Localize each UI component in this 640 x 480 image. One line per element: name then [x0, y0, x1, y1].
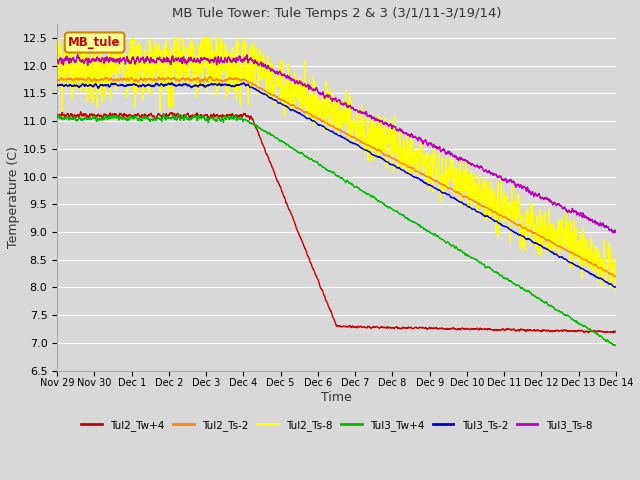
Title: MB Tule Tower: Tule Temps 2 & 3 (3/1/11-3/19/14): MB Tule Tower: Tule Temps 2 & 3 (3/1/11-… — [172, 7, 501, 20]
X-axis label: Time: Time — [321, 391, 352, 404]
Text: MB_tule: MB_tule — [68, 36, 121, 49]
Y-axis label: Temperature (C): Temperature (C) — [7, 146, 20, 248]
Legend: Tul2_Tw+4, Tul2_Ts-2, Tul2_Ts-8, Tul3_Tw+4, Tul3_Ts-2, Tul3_Ts-8: Tul2_Tw+4, Tul2_Ts-2, Tul2_Ts-8, Tul3_Tw… — [77, 416, 596, 435]
